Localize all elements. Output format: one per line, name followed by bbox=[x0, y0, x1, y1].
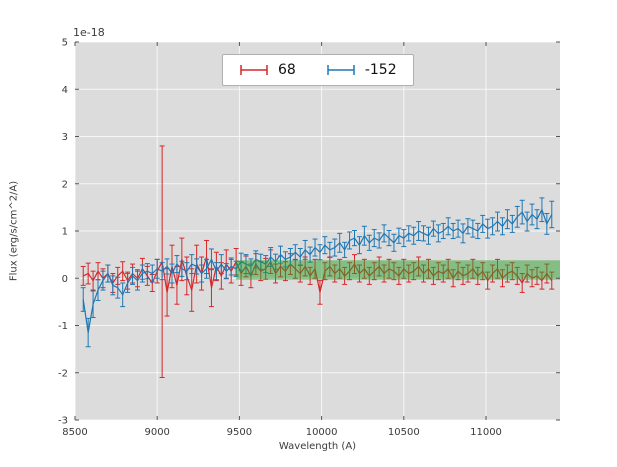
y-axis-label: Flux (erg/s/cm^2/A) bbox=[8, 180, 20, 282]
y-tick-label: -1 bbox=[58, 321, 68, 332]
x-tick-label: 8500 bbox=[62, 427, 87, 438]
errorbar-glyph-blue bbox=[327, 65, 355, 75]
y-tick-label: 4 bbox=[62, 85, 68, 96]
legend-entry-neg152: -152 bbox=[326, 62, 397, 78]
x-axis-label: Wavelength (A) bbox=[278, 441, 357, 452]
shaded-band bbox=[236, 260, 560, 280]
x-tick-label: 9000 bbox=[144, 427, 169, 438]
y-tick-label: -2 bbox=[58, 368, 68, 379]
y-tick-label: 0 bbox=[62, 274, 68, 285]
x-tick-label: 11000 bbox=[470, 427, 502, 438]
x-tick-label: 10500 bbox=[388, 427, 420, 438]
series-line--152 bbox=[82, 208, 553, 333]
legend-label-68: 68 bbox=[278, 62, 296, 78]
y-tick-label: 5 bbox=[62, 38, 68, 49]
legend-entry-68: 68 bbox=[239, 62, 296, 78]
legend-label-neg152: -152 bbox=[364, 62, 397, 78]
y-tick-label: -3 bbox=[58, 416, 68, 427]
x-tick-label: 10000 bbox=[306, 427, 338, 438]
y-tick-label: 2 bbox=[62, 179, 68, 190]
y-axis-offset-text: 1e-18 bbox=[73, 26, 105, 39]
legend: 68 -152 bbox=[222, 54, 414, 86]
errorbar-glyph-red bbox=[240, 65, 268, 75]
y-tick-label: 3 bbox=[62, 132, 68, 143]
y-tick-label: 1 bbox=[62, 227, 68, 238]
x-tick-label: 9500 bbox=[227, 427, 252, 438]
